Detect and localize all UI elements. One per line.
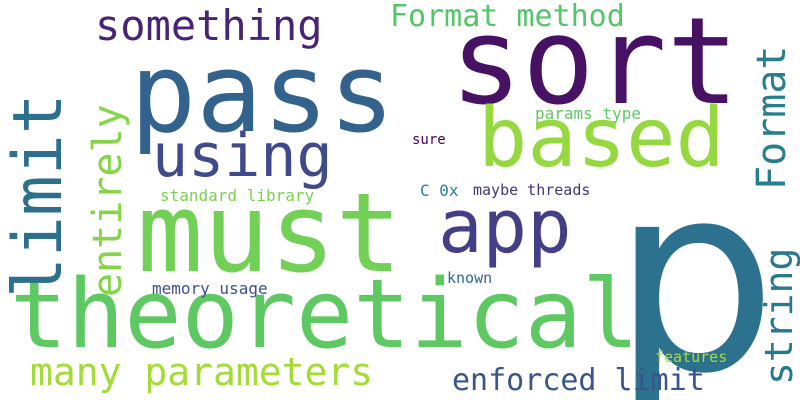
word-string: string <box>760 248 798 385</box>
word-memory-usage: memory usage <box>152 281 268 297</box>
word-app: app <box>438 190 572 264</box>
word-many-parameters: many parameters <box>30 353 373 391</box>
word-enforced-limit: enforced limit <box>452 366 705 396</box>
word-something: something <box>95 5 323 47</box>
word-format-method: Format method <box>390 2 625 32</box>
word-known: known <box>447 271 492 286</box>
word-sure: sure <box>412 133 446 147</box>
word-format: Format <box>752 46 792 191</box>
word-maybe-threads: maybe threads <box>473 183 590 198</box>
word-entirely: entirely <box>88 104 128 297</box>
word-features: features <box>655 350 727 365</box>
word-using: using <box>152 126 333 186</box>
word-standard-library: standard library <box>160 188 314 204</box>
word-c-0x: C 0x <box>420 183 459 199</box>
word-limit: limit <box>5 93 73 298</box>
word-params-type: params type <box>535 106 641 122</box>
